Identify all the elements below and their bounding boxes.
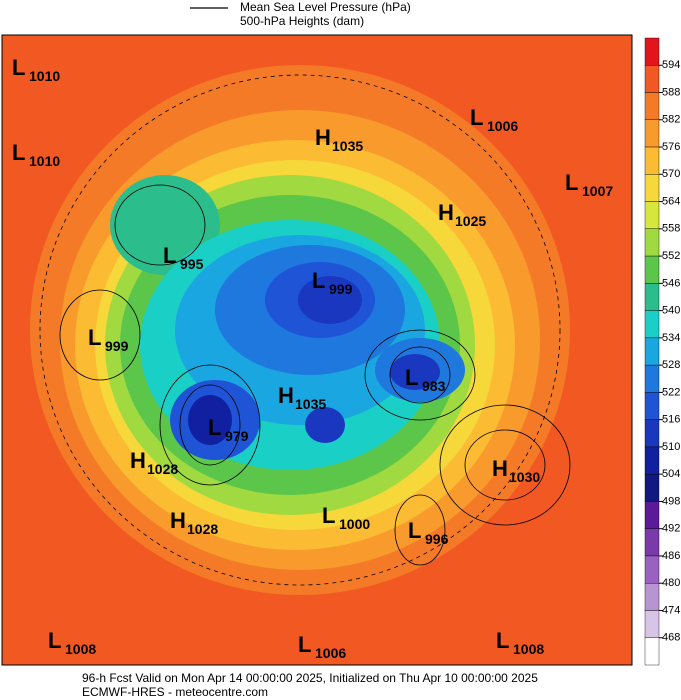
center-pressure: 999 [105, 338, 129, 354]
colorbar-label: 594 [662, 59, 680, 71]
colorbar-label: 564 [662, 195, 680, 207]
center-pressure: 1008 [65, 641, 96, 657]
legend-text: 500-hPa Heights (dam) [240, 14, 364, 28]
colorbar-swatch [644, 501, 660, 529]
colorbar-swatch [644, 364, 660, 393]
colorbar-label: 534 [662, 332, 680, 344]
colorbar-label: 540 [662, 305, 680, 317]
center-pressure: 1008 [513, 641, 544, 657]
colorbar-swatch [644, 92, 660, 120]
colorbar-swatch [644, 37, 660, 66]
colorbar-swatch [644, 255, 660, 284]
colorbar-label: 588 [662, 86, 680, 98]
colorbar-label: 480 [662, 577, 680, 589]
colorbar-label: 498 [662, 495, 680, 507]
colorbar-swatch [644, 119, 660, 148]
colorbar-swatch [644, 583, 660, 611]
center-type: L [408, 518, 421, 543]
colorbar-label: 558 [662, 223, 680, 235]
center-pressure: 1006 [315, 645, 346, 661]
center-pressure: 1000 [339, 516, 370, 532]
center-type: L [496, 628, 509, 653]
colorbar-label: 546 [662, 277, 680, 289]
center-pressure: 1006 [487, 118, 518, 134]
center-pressure: 1010 [29, 68, 60, 84]
colorbar-label: 486 [662, 550, 680, 562]
center-type: H [438, 200, 454, 225]
center-pressure: 1025 [455, 213, 486, 229]
map [1, 34, 633, 666]
colorbar-swatch [644, 473, 660, 502]
colorbar-label: 474 [662, 604, 680, 616]
colorbar-swatch [644, 310, 660, 339]
colorbar: 594 588 582 576 570 564 558 552 546 540 534 528 522 5… [644, 37, 680, 666]
colorbar-swatch [644, 446, 660, 475]
colorbar-swatch [644, 65, 660, 93]
legend-text: Mean Sea Level Pressure (hPa) [240, 0, 411, 14]
colorbar-swatch [644, 201, 660, 230]
center-type: H [278, 383, 294, 408]
center-type: L [88, 325, 101, 350]
colorbar-swatch [644, 392, 660, 420]
center-type: L [208, 415, 221, 440]
center-type: L [322, 503, 335, 528]
center-pressure: 996 [425, 531, 449, 547]
center-type: H [492, 456, 508, 481]
colorbar-label: 504 [662, 468, 680, 480]
colorbar-swatch [644, 146, 660, 175]
center-pressure: 1035 [332, 138, 363, 154]
colorbar-label: 510 [662, 441, 680, 453]
colorbar-label: 582 [662, 114, 680, 126]
center-type: L [163, 243, 176, 268]
center-type: L [470, 105, 483, 130]
center-pressure: 1030 [509, 469, 540, 485]
center-type: L [312, 268, 325, 293]
center-pressure: 1028 [147, 461, 178, 477]
colorbar-swatch [644, 337, 660, 366]
colorbar-swatch [644, 555, 660, 584]
center-pressure: 1010 [29, 153, 60, 169]
colorbar-label: 492 [662, 523, 680, 535]
colorbar-swatch [644, 528, 660, 557]
colorbar-swatch [644, 419, 660, 448]
colorbar-swatch [644, 637, 660, 666]
center-pressure: 995 [180, 256, 204, 272]
center-pressure: 979 [225, 428, 249, 444]
colorbar-label: 552 [662, 250, 680, 262]
center-type: H [170, 508, 186, 533]
colorbar-label: 516 [662, 414, 680, 426]
center-type: L [12, 55, 25, 80]
footer-text: ECMWF-HRES - meteocentre.com [82, 685, 268, 699]
center-type: L [298, 632, 311, 657]
center-pressure: 1007 [582, 183, 613, 199]
colorbar-swatch [644, 228, 660, 257]
colorbar-swatch [644, 174, 660, 202]
footer-text: 96-h Fcst Valid on Mon Apr 14 00:00:00 2… [82, 671, 538, 685]
center-type: L [405, 365, 418, 390]
colorbar-label: 522 [662, 386, 680, 398]
center-type: H [315, 125, 331, 150]
center-type: L [12, 140, 25, 165]
center-pressure: 999 [329, 281, 353, 297]
colorbar-label: 570 [662, 168, 680, 180]
center-type: H [130, 448, 146, 473]
center-type: L [565, 170, 578, 195]
center-pressure: 983 [422, 378, 446, 394]
colorbar-label: 528 [662, 359, 680, 371]
colorbar-swatch [644, 283, 660, 311]
colorbar-label: 576 [662, 141, 680, 153]
colorbar-label: 468 [662, 632, 680, 644]
center-pressure: 1028 [187, 521, 218, 537]
center-pressure: 1035 [295, 396, 326, 412]
center-type: L [48, 628, 61, 653]
colorbar-swatch [644, 610, 660, 638]
